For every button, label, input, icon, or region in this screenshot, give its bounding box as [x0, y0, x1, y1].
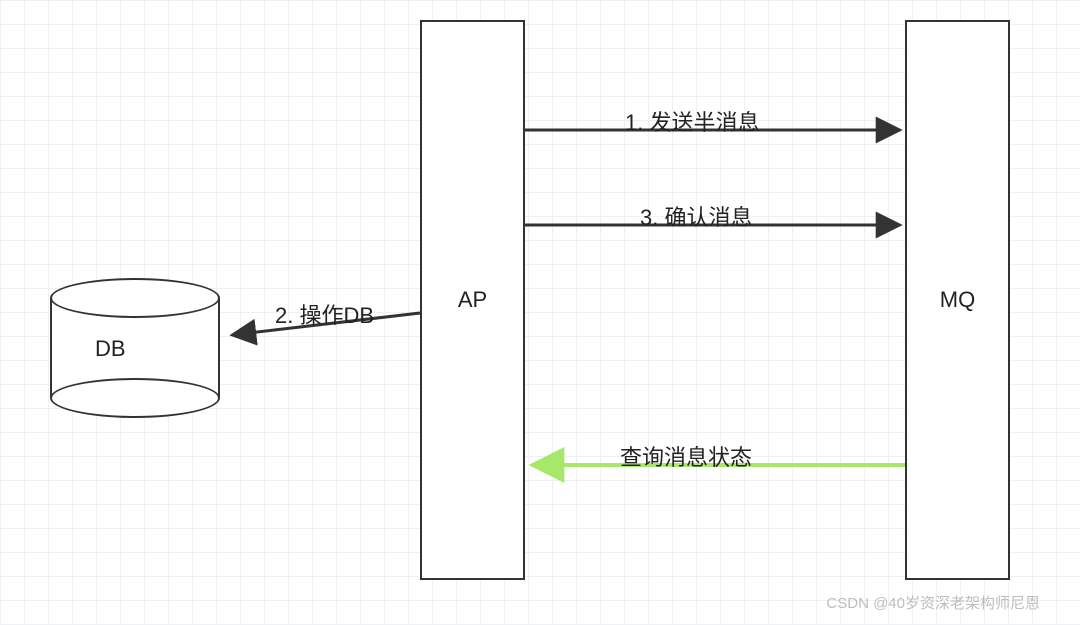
node-db-label: DB	[95, 336, 126, 362]
node-db: DB	[50, 278, 220, 418]
edge-label-4: 查询消息状态	[620, 440, 752, 472]
edge-label-3: 3. 确认消息	[640, 200, 752, 232]
node-ap: AP	[420, 20, 525, 580]
node-mq: MQ	[905, 20, 1010, 580]
watermark: CSDN @40岁资深老架构师尼恩	[826, 592, 1040, 613]
node-mq-label: MQ	[940, 287, 975, 313]
node-ap-label: AP	[458, 287, 487, 313]
edge-label-2: 2. 操作DB	[275, 298, 374, 330]
edge-label-1: 1. 发送半消息	[625, 105, 759, 137]
